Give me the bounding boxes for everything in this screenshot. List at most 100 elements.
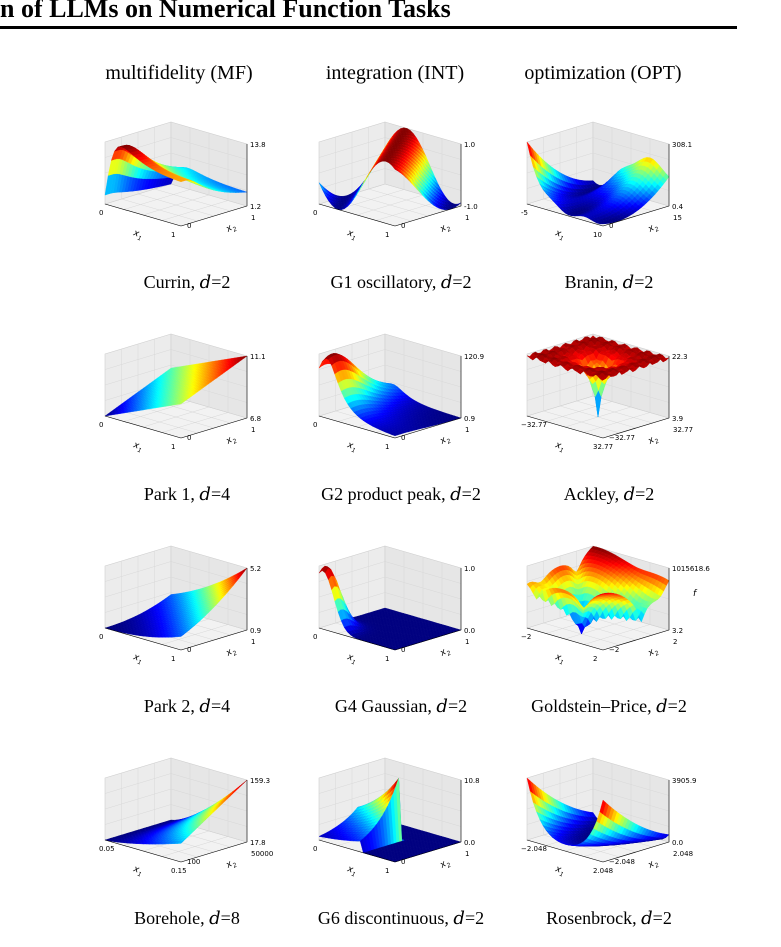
surface-mesh xyxy=(526,546,670,635)
dimension-symbol: d xyxy=(199,484,211,505)
panel-caption: Ackley, d=2 xyxy=(563,484,655,505)
x1-tick-min: 0 xyxy=(313,633,317,641)
x2-axis-label: x2 xyxy=(646,645,661,661)
dimension-value: 4 xyxy=(221,484,231,504)
x1-tick-max: 1 xyxy=(385,655,389,663)
z-tick-max: 11.1 xyxy=(250,353,266,361)
surface-svg: 1.0 0.0 0 1 0 1 x1 x2 xyxy=(313,545,475,667)
x2-axis-label: x2 xyxy=(438,857,453,873)
x2-tick-max: 50000 xyxy=(251,850,273,858)
x2-tick-min: 0 xyxy=(609,222,613,230)
x2-tick-max: 1 xyxy=(251,426,255,434)
surface-mesh xyxy=(318,127,462,211)
function-name: G4 Gaussian xyxy=(334,696,428,716)
z-tick-max: 5.2 xyxy=(250,565,261,573)
panel-caption: G2 product peak, d=2 xyxy=(321,484,481,505)
panel-caption: Currin, d=2 xyxy=(143,272,231,293)
x1-tick-max: 10 xyxy=(593,231,602,239)
x1-tick-max: 1 xyxy=(171,655,175,663)
z-tick-min: 0.0 xyxy=(464,839,475,847)
x1-tick-min: 0 xyxy=(313,845,317,853)
x2-tick-min: −2 xyxy=(609,646,619,654)
x1-tick-max: 1 xyxy=(171,231,175,239)
title-rule xyxy=(0,26,737,29)
dimension-value: 2 xyxy=(471,484,481,504)
z-tick-max: 1.0 xyxy=(464,565,475,573)
surface-plot: 308.1 0.4 -5 10 0 15 x1 x2 xyxy=(519,104,699,264)
function-name: Ackley xyxy=(563,484,615,504)
x1-axis-label: x1 xyxy=(345,228,358,243)
dimension-symbol: d xyxy=(199,272,212,293)
z-tick-min: 0.0 xyxy=(672,839,683,847)
z-tick-min: 0.9 xyxy=(250,627,261,635)
panel-caption: G1 oscillatory, d=2 xyxy=(330,272,472,293)
surface-svg: 308.1 0.4 -5 10 0 15 x1 x2 xyxy=(521,121,692,243)
z-tick-min: 1.2 xyxy=(250,203,261,211)
surface-plot: 13.8 1.2 0 1 0 1 x1 x2 xyxy=(97,104,277,264)
dimension-value: 2 xyxy=(677,696,687,716)
x1-tick-max: 2.048 xyxy=(593,867,613,875)
x1-tick-min: 0 xyxy=(313,209,317,217)
surface-mesh xyxy=(318,353,462,437)
panel-caption: G4 Gaussian, d=2 xyxy=(334,696,468,717)
surface-mesh xyxy=(104,779,248,845)
surface-plot: 159.3 17.8 0.05 0.15 100 50000 x1 x2 xyxy=(97,740,277,900)
dimension-value: 8 xyxy=(230,908,240,928)
dimension-symbol: d xyxy=(623,484,636,505)
x2-axis-label: x2 xyxy=(224,221,239,237)
dimension-symbol: d xyxy=(436,696,448,717)
x2-tick-min: −32.77 xyxy=(609,434,635,442)
panel-caption: G6 discontinuous, d=2 xyxy=(317,908,485,929)
x2-axis-label: x2 xyxy=(224,857,239,873)
dimension-value: 2 xyxy=(475,908,485,928)
column-header-opt: optimization (OPT) xyxy=(524,62,682,84)
surface-mesh xyxy=(526,335,670,418)
panel-caption: Park 1, d=4 xyxy=(143,484,231,505)
dimension-value: 4 xyxy=(221,696,231,716)
function-name: G2 product peak xyxy=(321,484,442,504)
x2-tick-max: 1 xyxy=(465,638,469,646)
panel-caption: Borehole, d=8 xyxy=(134,908,240,929)
function-name: Borehole xyxy=(134,908,201,928)
surface-plot: 11.1 6.8 0 1 0 1 x1 x2 xyxy=(97,316,277,476)
surface-mesh xyxy=(526,777,670,847)
function-name: G1 oscillatory xyxy=(330,272,432,292)
panel-caption: Rosenbrock, d=2 xyxy=(546,908,672,929)
x1-axis-label: x1 xyxy=(345,440,358,455)
dimension-value: 2 xyxy=(644,272,654,292)
x2-tick-min: 0 xyxy=(401,434,405,442)
x2-axis-label: x2 xyxy=(438,433,453,449)
x1-tick-max: 2 xyxy=(593,655,597,663)
x1-tick-min: 0 xyxy=(99,209,103,217)
z-tick-min: -1.0 xyxy=(464,203,478,211)
x1-tick-min: -5 xyxy=(521,209,528,217)
x1-axis-label: x1 xyxy=(131,864,144,879)
z-tick-min: 3.9 xyxy=(672,415,683,423)
dimension-symbol: d xyxy=(199,696,211,717)
x1-axis-label: x1 xyxy=(131,652,144,667)
surface-svg: 120.9 0.9 0 1 0 1 x1 x2 xyxy=(313,333,484,455)
surface-plot: 1.0 0.0 0 1 0 1 x1 x2 xyxy=(311,528,491,688)
surface-svg: 5.2 0.9 0 1 0 1 x1 x2 xyxy=(99,545,261,667)
function-name: Park 1 xyxy=(143,484,191,504)
x1-axis-label: x1 xyxy=(345,864,358,879)
surface-plot: 22.3 3.9 −32.77 32.77 −32.77 32.77 x1 x2 xyxy=(519,316,699,476)
dimension-symbol: d xyxy=(641,908,653,929)
x2-tick-min: 0 xyxy=(401,858,405,866)
surface-mesh xyxy=(104,567,248,638)
x2-axis-label: x2 xyxy=(438,645,453,661)
surface-svg: 1.0 -1.0 0 1 0 1 x1 x2 xyxy=(313,121,478,243)
column-header-mf: multifidelity (MF) xyxy=(105,62,253,84)
function-name: Rosenbrock xyxy=(546,908,633,928)
x1-axis-label: x1 xyxy=(553,864,566,879)
z-tick-min: 0.9 xyxy=(464,415,475,423)
dimension-value: 2 xyxy=(662,908,672,928)
x1-axis-label: x1 xyxy=(131,440,144,455)
x1-axis-label: x1 xyxy=(553,652,566,667)
x1-tick-max: 0.15 xyxy=(171,867,187,875)
z-tick-max: 120.9 xyxy=(464,353,484,361)
x2-tick-min: 0 xyxy=(187,434,191,442)
x2-axis-label: x2 xyxy=(438,221,453,237)
dimension-symbol: d xyxy=(450,484,462,505)
